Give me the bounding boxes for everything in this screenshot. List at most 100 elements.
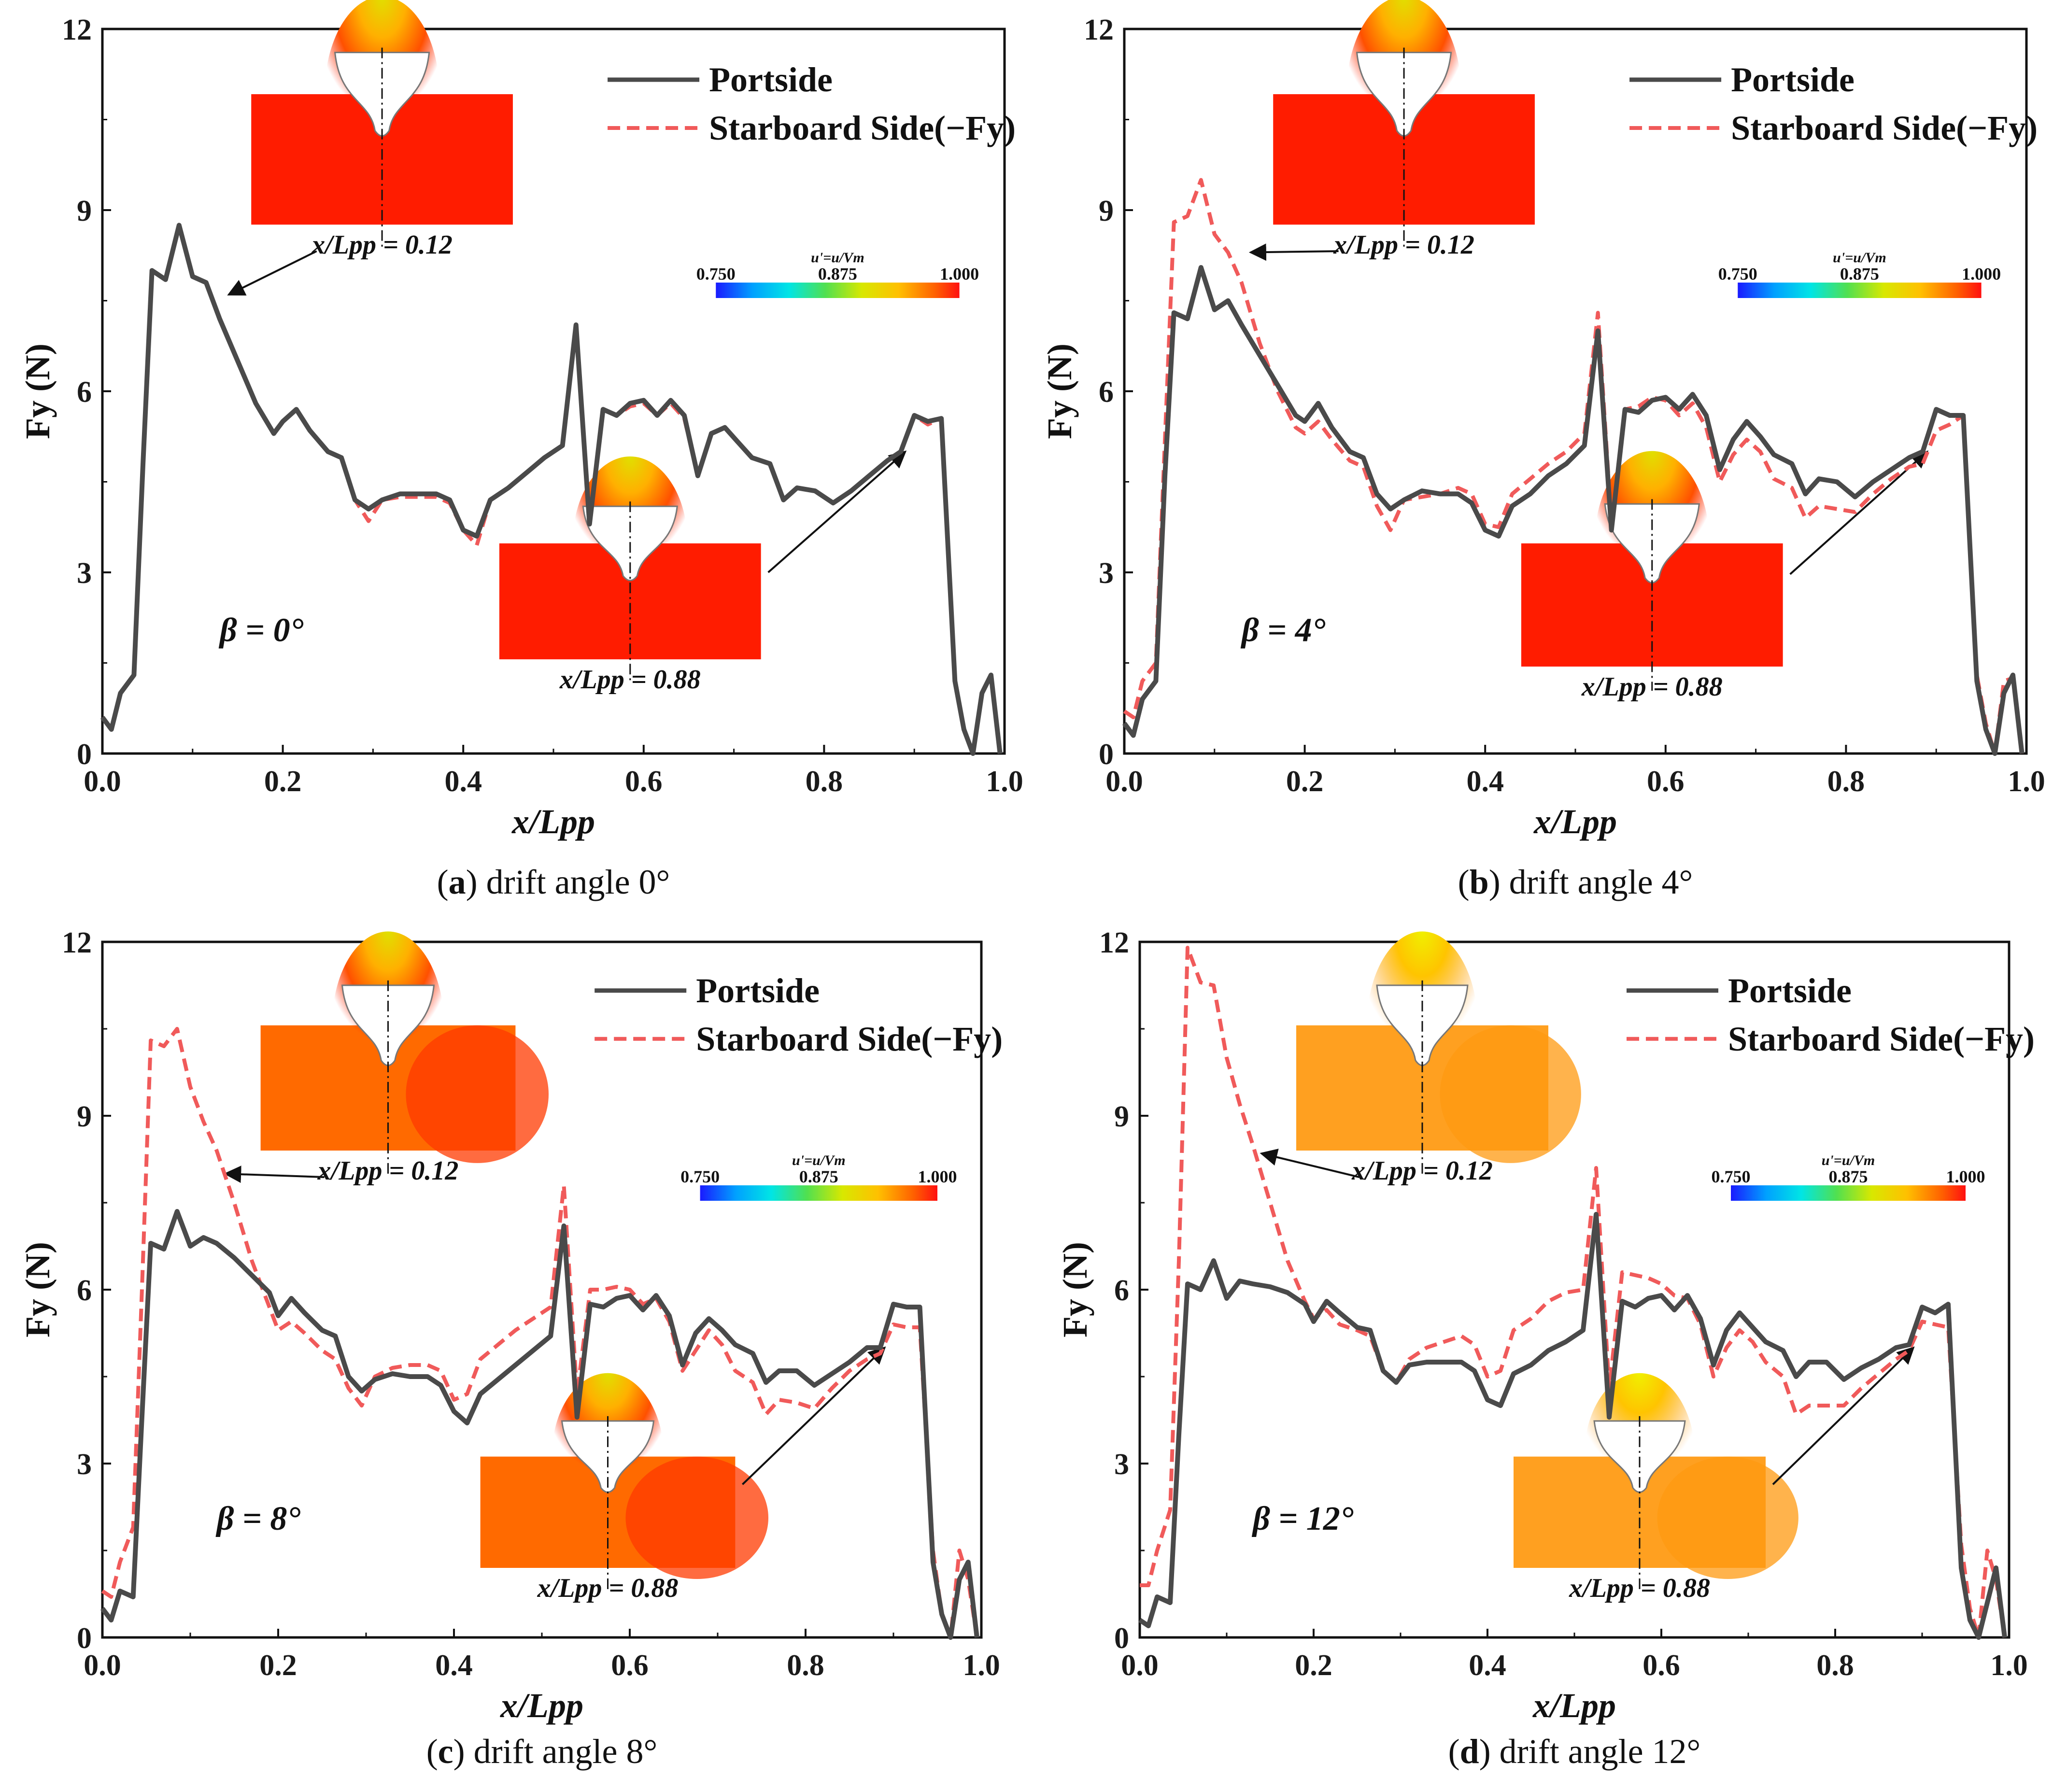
legend-label-starboard: Starboard Side(−Fy): [1731, 109, 2038, 147]
x-tick-label: 0.2: [1295, 1649, 1332, 1682]
panels-group: 0.0 0.2 0.4 0.6 0.8 1.0 0 3 6 9 12 x/Lpp Fy (N) x/Lpp…: [18, 0, 2045, 1771]
pointer-arrow: [767, 450, 907, 573]
colorbar-tick: 0.875: [1829, 1167, 1868, 1186]
beta-label: β = 12°: [1251, 1500, 1354, 1537]
y-axis-label: Fy (N): [1040, 343, 1079, 439]
x-tick-label: 0.4: [1469, 1649, 1506, 1682]
x-tick-label: 0.6: [625, 765, 663, 798]
legend-label-portside: Portside: [1728, 971, 1852, 1010]
colorbar-tick: 0.875: [799, 1167, 838, 1186]
inset-label: x/Lpp = 0.88: [1581, 672, 1723, 702]
chart-panel-a: 0.0 0.2 0.4 0.6 0.8 1.0 0 3 6 9 12 x/Lpp Fy (N) x/Lpp…: [18, 0, 1023, 901]
contour-region: [1440, 1025, 1581, 1163]
hull-section: [561, 1420, 655, 1493]
colorbar-tick: 0.750: [1718, 264, 1757, 284]
colorbar-tick: 0.875: [818, 264, 857, 284]
y-tick-label: 9: [77, 195, 92, 228]
pointer-arrow: [227, 250, 317, 296]
x-tick-label: 0.4: [435, 1649, 473, 1682]
series-line-starboard: [101, 1027, 979, 1639]
x-tick-label: 0.8: [787, 1649, 824, 1682]
x-tick-label: 1.0: [963, 1649, 1000, 1682]
x-axis-label: x/Lpp: [1532, 1686, 1616, 1725]
series-line-portside: [1122, 265, 2025, 756]
colorbar-tick: 0.750: [1712, 1167, 1751, 1186]
y-tick-label: 3: [1099, 557, 1114, 590]
y-tick-label: 6: [1099, 376, 1114, 409]
colorbar-tick: 0.750: [680, 1167, 720, 1186]
x-axis-label: x/Lpp: [511, 802, 595, 841]
x-tick-label: 0.6: [1647, 765, 1685, 798]
y-tick-label: 3: [1114, 1448, 1129, 1481]
inset-bow: x/Lpp = 0.12: [251, 0, 513, 260]
inset-stern: x/Lpp = 0.88: [1514, 1373, 1798, 1603]
legend-label-portside: Portside: [1731, 60, 1855, 99]
hull-section: [1593, 1420, 1686, 1493]
y-tick-label: 3: [77, 1448, 92, 1481]
y-axis-label: Fy (N): [18, 1242, 57, 1337]
x-tick-label: 0.8: [1827, 765, 1865, 798]
colorbar-tick: 0.750: [696, 264, 736, 284]
inset-stern: x/Lpp = 0.88: [480, 1373, 769, 1603]
colorbar-title: u'=u/Vm: [811, 250, 864, 266]
colorbar-tick: 1.000: [940, 264, 979, 284]
panel-caption: (a) drift angle 0°: [437, 863, 670, 901]
x-tick-label: 0.0: [1121, 1649, 1159, 1682]
pointer-arrow: [1772, 1346, 1915, 1485]
pointer-arrow: [1260, 1149, 1359, 1178]
x-tick-label: 0.6: [611, 1649, 649, 1682]
panel-caption: (c) drift angle 8°: [426, 1732, 658, 1771]
x-tick-label: 0.0: [1105, 765, 1143, 798]
colorbar-tick: 1.000: [1962, 264, 2001, 284]
inset-bow: x/Lpp = 0.12: [1296, 931, 1581, 1186]
x-tick-label: 1.0: [2008, 765, 2045, 798]
inset-stern: x/Lpp = 0.88: [1521, 451, 1783, 702]
series-line-starboard: [1140, 946, 2007, 1639]
y-axis-label: Fy (N): [1056, 1242, 1094, 1337]
y-tick-label: 9: [1099, 195, 1114, 228]
inset-label: x/Lpp = 0.88: [559, 665, 701, 695]
colorbar: [716, 283, 960, 298]
series-line-starboard: [1123, 178, 2024, 755]
y-axis-label: Fy (N): [18, 343, 57, 439]
colorbar-tick: 1.000: [1946, 1167, 1985, 1186]
legend-label-portside: Portside: [696, 971, 820, 1010]
y-tick-label: 6: [1114, 1274, 1129, 1307]
x-tick-label: 0.0: [84, 1649, 121, 1682]
beta-label: β = 8°: [215, 1500, 301, 1537]
inset-label: x/Lpp = 0.12: [1351, 1156, 1493, 1186]
x-tick-label: 0.8: [1816, 1649, 1854, 1682]
x-tick-label: 0.4: [1466, 765, 1504, 798]
x-axis-label: x/Lpp: [1533, 802, 1617, 841]
pointer-arrow: [1789, 450, 1929, 575]
x-tick-label: 0.4: [444, 765, 482, 798]
chart-panel-b: 0.0 0.2 0.4 0.6 0.8 1.0 0 3 6 9 12 x/Lpp Fy (N) x/Lpp…: [1040, 0, 2045, 901]
y-tick-label: 0: [1114, 1622, 1129, 1655]
inset-label: x/Lpp = 0.88: [1569, 1573, 1710, 1603]
colorbar-tick: 1.000: [918, 1167, 957, 1186]
inset-stern: x/Lpp = 0.88: [499, 456, 761, 695]
legend-label-portside: Portside: [709, 60, 833, 99]
y-tick-label: 0: [77, 1622, 92, 1655]
y-tick-label: 12: [62, 14, 92, 46]
y-tick-label: 6: [77, 1274, 92, 1307]
contour-region: [406, 1025, 549, 1163]
colorbar-title: u'=u/Vm: [792, 1152, 845, 1168]
panel-caption: (d) drift angle 12°: [1448, 1732, 1701, 1771]
chart-panel-c: 0.0 0.2 0.4 0.6 0.8 1.0 0 3 6 9 12 x/Lpp Fy (N) x/Lpp…: [18, 926, 1003, 1771]
x-axis-label: x/Lpp: [500, 1686, 583, 1725]
series-line-portside: [100, 1209, 979, 1640]
legend-label-starboard: Starboard Side(−Fy): [696, 1020, 1003, 1058]
y-tick-label: 9: [77, 1100, 92, 1133]
series-line-portside: [1138, 1212, 2007, 1640]
x-tick-label: 0.0: [84, 765, 121, 798]
x-tick-label: 0.2: [259, 1649, 297, 1682]
y-tick-label: 0: [1099, 738, 1114, 771]
contour-region: [1657, 1456, 1798, 1579]
pointer-arrow: [742, 1346, 886, 1485]
beta-label: β = 0°: [218, 612, 304, 649]
chart-panel-d: 0.0 0.2 0.4 0.6 0.8 1.0 0 3 6 9 12 x/Lpp Fy (N) x/Lpp…: [1056, 926, 2035, 1771]
colorbar: [1738, 283, 1982, 298]
inset-bow: x/Lpp = 0.12: [1273, 0, 1535, 260]
